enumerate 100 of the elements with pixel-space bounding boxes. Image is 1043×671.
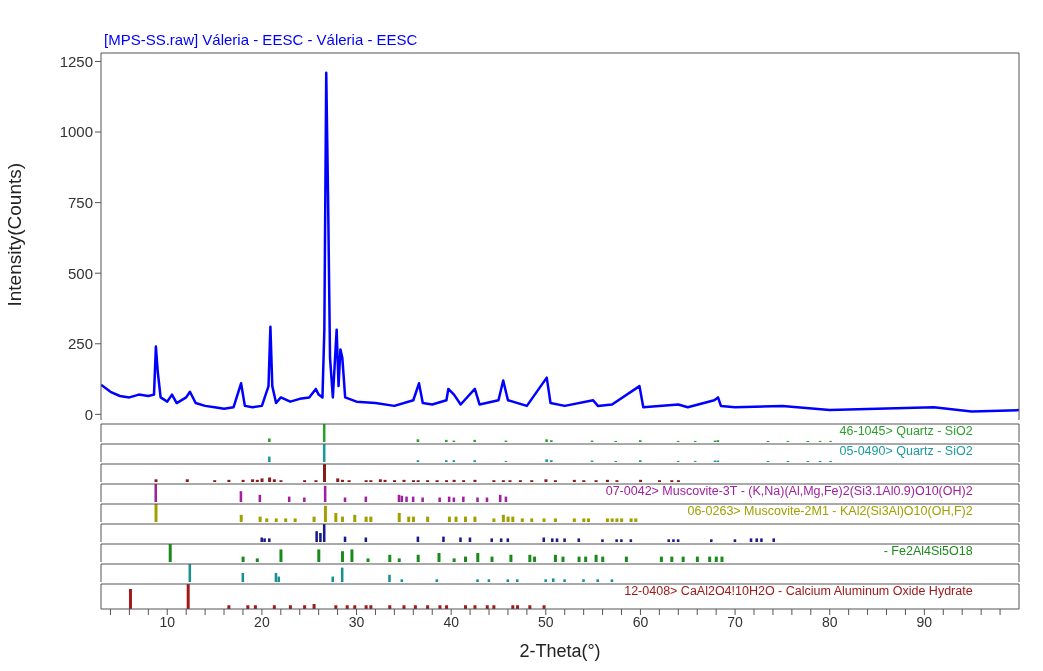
x-tick-label: 10 — [159, 613, 176, 630]
bar — [445, 439, 448, 442]
bar — [284, 518, 288, 522]
line-series — [101, 71, 1019, 413]
bar — [459, 537, 462, 542]
bar — [615, 539, 618, 542]
annotation: 12-0408> CaAl2O4!10H2O - Calcium Aluminum Oxide Hydrate — [624, 584, 973, 599]
bar — [720, 556, 724, 562]
x-tick-label: 40 — [443, 613, 460, 630]
x-axis-title: 2-Theta(°) — [519, 641, 601, 661]
annotation: 06-0263> Muscovite-2M1 - KAl2(Si3Al)O10(OH,F)2 — [687, 504, 973, 519]
bar — [563, 579, 566, 582]
bar — [620, 539, 623, 542]
bar — [533, 556, 537, 562]
bar — [755, 538, 758, 542]
bar — [572, 518, 576, 522]
bar — [473, 516, 477, 522]
bar — [388, 574, 391, 582]
bar — [317, 549, 321, 562]
bar — [128, 589, 132, 609]
bar — [553, 554, 557, 562]
bar — [670, 556, 674, 562]
bar — [260, 478, 264, 482]
bar — [582, 518, 586, 522]
bar — [772, 538, 776, 542]
bar — [388, 554, 392, 562]
bar — [476, 579, 479, 582]
bar — [336, 478, 340, 482]
bar — [710, 539, 713, 542]
bar — [239, 514, 243, 522]
bar — [545, 439, 548, 442]
bar — [274, 518, 278, 522]
bar — [293, 518, 297, 522]
bar — [268, 456, 271, 462]
bar — [515, 579, 519, 582]
bar — [397, 513, 401, 522]
bar — [708, 556, 712, 562]
bar — [442, 536, 445, 542]
bar — [594, 554, 598, 562]
bar — [402, 479, 406, 482]
bar — [340, 516, 344, 522]
bar — [241, 556, 245, 562]
bar — [498, 494, 502, 502]
bar — [438, 497, 441, 502]
x-tick-label: 70 — [727, 613, 744, 630]
y-tick-label: 250 — [67, 335, 93, 353]
bar — [605, 518, 609, 522]
bar — [369, 516, 373, 522]
bar — [596, 579, 599, 582]
annotation: - Fe2Al4Si5O18 — [883, 544, 973, 559]
bar — [695, 556, 699, 562]
bar — [454, 516, 458, 522]
bar — [528, 554, 532, 562]
bar — [407, 516, 411, 522]
bar — [366, 558, 370, 562]
bar — [258, 516, 262, 522]
bar — [397, 558, 401, 562]
bar — [476, 553, 480, 562]
bar — [437, 553, 441, 562]
bar — [624, 556, 628, 562]
bar — [542, 518, 546, 522]
x-tick-label: 90 — [916, 613, 933, 630]
bar — [255, 479, 259, 482]
bar — [463, 516, 467, 522]
bar — [506, 516, 510, 522]
y-tick-label: 500 — [67, 264, 93, 282]
bar — [340, 551, 344, 562]
bar — [760, 538, 763, 542]
bar — [561, 556, 565, 562]
bar — [473, 479, 477, 482]
bar — [563, 538, 566, 542]
bar — [463, 556, 467, 562]
bar — [490, 538, 493, 542]
bar — [312, 516, 316, 522]
bar — [447, 516, 451, 522]
bar — [620, 518, 624, 522]
bar — [582, 579, 585, 582]
bar — [353, 514, 357, 522]
bar — [714, 556, 718, 562]
bar — [659, 556, 663, 562]
y-tick-label: 750 — [67, 193, 93, 211]
bar — [227, 479, 231, 482]
bar — [154, 479, 158, 482]
bar — [416, 554, 420, 562]
bar — [272, 479, 276, 482]
bar — [462, 496, 465, 502]
bar — [601, 556, 605, 562]
bar — [551, 538, 554, 542]
bar — [639, 479, 643, 482]
bar — [501, 514, 505, 522]
bar — [378, 479, 382, 482]
bar — [634, 518, 638, 522]
bar — [473, 439, 476, 442]
bar — [530, 518, 534, 522]
bar — [452, 479, 456, 482]
bar — [265, 518, 269, 522]
bar — [405, 496, 408, 502]
bar — [279, 549, 283, 562]
bar — [544, 479, 548, 482]
bar — [509, 554, 513, 562]
